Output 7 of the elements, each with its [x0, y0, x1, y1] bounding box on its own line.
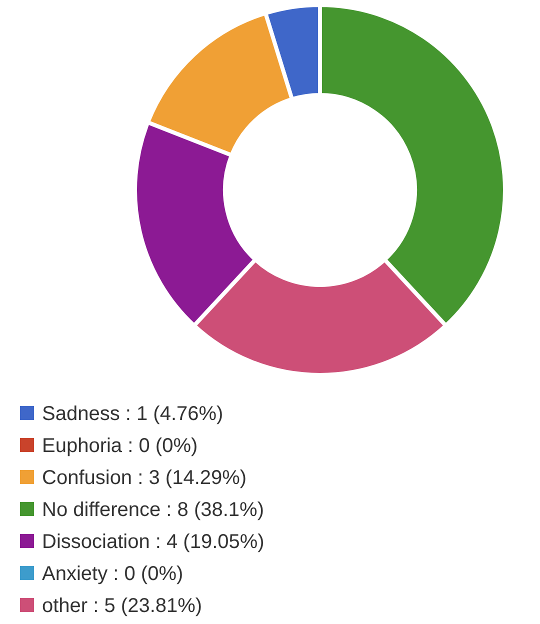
- legend-label: Confusion : 3 (14.29%): [42, 467, 247, 489]
- legend-label: other : 5 (23.81%): [42, 595, 202, 617]
- legend-label: Sadness : 1 (4.76%): [42, 403, 224, 425]
- legend-label: Anxiety : 0 (0%): [42, 563, 184, 585]
- legend-label: Dissociation : 4 (19.05%): [42, 531, 264, 553]
- legend-label: No difference : 8 (38.1%): [42, 499, 264, 521]
- legend-label: Euphoria : 0 (0%): [42, 435, 198, 457]
